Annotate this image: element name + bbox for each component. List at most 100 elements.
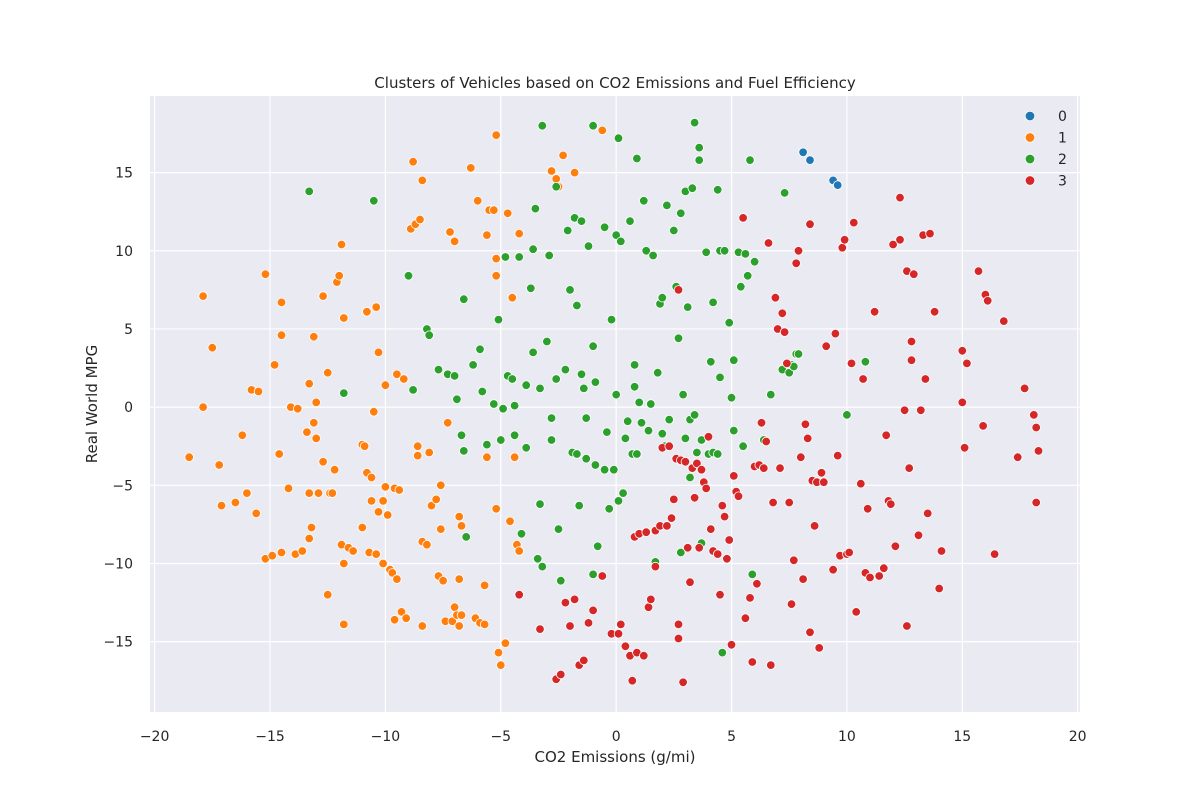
data-point — [366, 496, 377, 506]
data-point — [581, 454, 591, 464]
data-point — [629, 382, 640, 392]
data-point — [387, 568, 398, 578]
data-point — [588, 605, 598, 616]
data-point — [184, 452, 194, 462]
data-point — [509, 400, 520, 411]
data-point — [740, 249, 751, 259]
data-point — [629, 360, 640, 370]
data-point — [613, 496, 624, 506]
y-tick-labels: −15 −10 −5 0 5 10 15 — [103, 166, 133, 651]
data-point — [793, 349, 804, 359]
data-point — [357, 522, 368, 533]
data-point — [796, 452, 806, 462]
data-point — [456, 521, 467, 531]
data-point — [359, 441, 370, 451]
data-point — [251, 508, 261, 519]
data-point — [253, 386, 264, 397]
data-point — [334, 271, 344, 281]
data-point — [729, 471, 739, 481]
data-point — [514, 590, 524, 600]
data-point — [449, 602, 460, 612]
data-point — [694, 543, 704, 553]
data-point — [653, 368, 663, 378]
data-point — [456, 610, 467, 620]
data-point — [417, 621, 428, 631]
data-point — [443, 418, 453, 428]
data-point — [759, 463, 769, 473]
data-point — [369, 407, 379, 417]
data-point — [678, 389, 688, 400]
data-point — [904, 463, 914, 473]
data-point — [726, 640, 737, 650]
data-point — [276, 330, 287, 340]
data-point — [216, 500, 227, 511]
data-point — [611, 389, 621, 400]
data-point — [798, 574, 808, 584]
data-point — [521, 443, 531, 453]
data-point — [1013, 452, 1023, 462]
data-point — [959, 443, 970, 453]
x-tick-label: −20 — [140, 729, 170, 745]
data-point — [895, 192, 905, 203]
data-point — [687, 183, 698, 193]
data-point — [449, 236, 460, 247]
data-point — [304, 488, 314, 498]
chart-title: Clusters of Vehicles based on CO2 Emissi… — [374, 74, 856, 92]
data-point — [729, 425, 739, 436]
data-point — [766, 660, 776, 670]
data-point — [371, 302, 381, 312]
data-point — [648, 250, 658, 261]
data-point — [454, 621, 464, 631]
data-point — [260, 269, 271, 279]
data-point — [775, 463, 785, 473]
data-point — [999, 316, 1009, 326]
data-point — [572, 449, 582, 459]
data-point — [902, 621, 912, 631]
data-point — [569, 167, 580, 178]
data-point — [895, 235, 905, 245]
data-point — [821, 341, 831, 351]
data-point — [717, 500, 728, 511]
data-point — [556, 576, 566, 586]
x-tick-label: 20 — [1069, 729, 1087, 745]
data-point — [576, 216, 587, 226]
data-point — [507, 374, 518, 384]
data-point — [673, 333, 684, 344]
data-point — [362, 307, 372, 317]
data-point — [819, 477, 829, 487]
data-point — [957, 346, 968, 356]
data-point — [708, 297, 718, 308]
data-point — [339, 558, 349, 569]
data-point — [537, 561, 548, 572]
data-point — [514, 228, 524, 239]
data-point — [563, 225, 573, 236]
data-point — [417, 175, 428, 186]
data-point — [509, 430, 520, 441]
data-point — [736, 282, 746, 292]
y-tick-label: 10 — [115, 244, 133, 260]
data-point — [761, 436, 771, 447]
data-point — [445, 227, 455, 237]
data-point — [269, 360, 280, 370]
y-tick-label: −10 — [103, 556, 133, 572]
data-point — [491, 504, 501, 514]
data-point — [706, 357, 716, 367]
data-point — [664, 441, 674, 451]
data-point — [521, 380, 531, 390]
data-point — [267, 551, 278, 561]
data-point — [491, 253, 501, 264]
data-point — [856, 479, 866, 489]
data-point — [436, 480, 446, 491]
data-point — [528, 347, 538, 358]
data-point — [572, 300, 582, 311]
data-point — [717, 647, 728, 658]
data-point — [489, 205, 499, 215]
data-point — [424, 330, 434, 340]
data-point — [392, 369, 402, 380]
data-point — [422, 540, 432, 550]
legend-label: 3 — [1058, 174, 1067, 190]
data-point — [380, 482, 391, 492]
data-point — [514, 252, 524, 262]
data-point — [613, 629, 624, 639]
